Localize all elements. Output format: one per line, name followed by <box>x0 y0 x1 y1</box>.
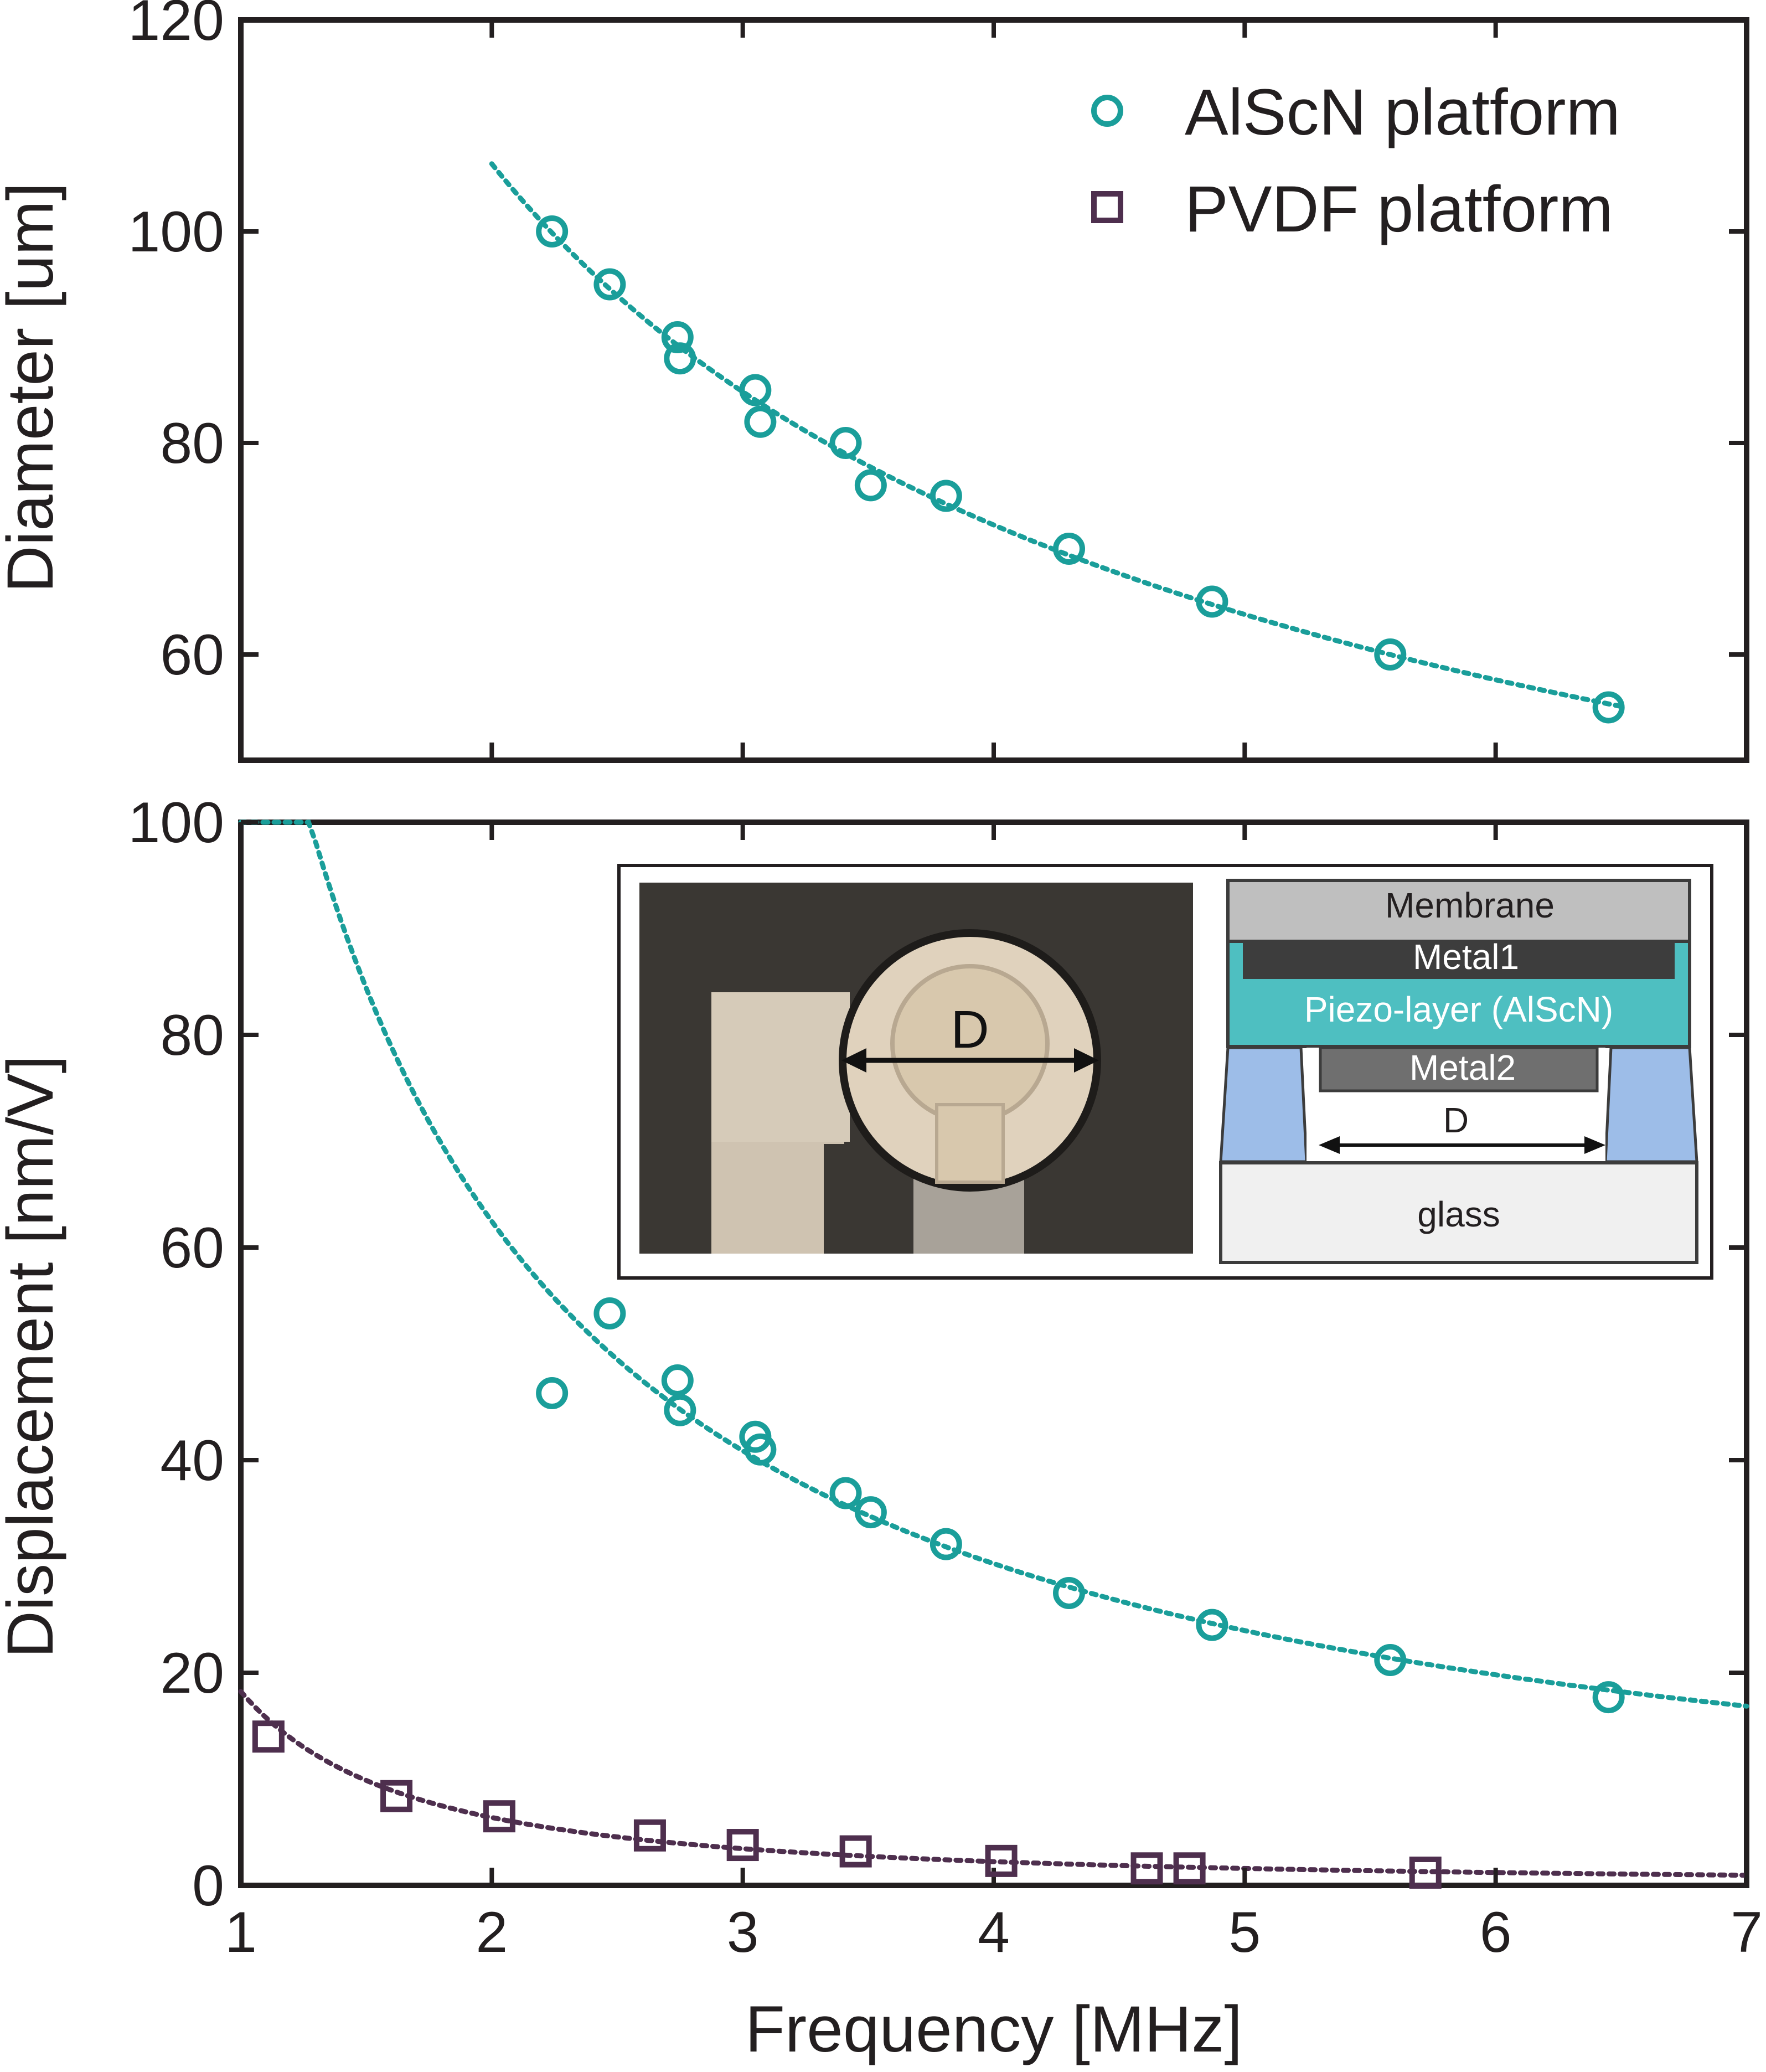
point-alscn-platform <box>664 342 696 375</box>
y-tick-label: 120 <box>128 0 224 53</box>
micrograph-electrode-neck <box>935 1103 1005 1184</box>
point-pvdf-platform <box>1409 1856 1442 1889</box>
layer-glass <box>1219 1161 1698 1264</box>
layer-membrane-label: Membrane <box>1385 885 1555 925</box>
layer-metal1 <box>1243 941 1675 979</box>
point-alscn-platform <box>739 374 772 406</box>
legend-label-alscn: AlScN platform <box>1185 76 1620 149</box>
legend-marker-pvdf <box>1091 191 1123 223</box>
x-tick-label: 1 <box>225 1900 257 1965</box>
micrograph-electrode-top <box>711 992 850 1142</box>
y-tick-label: 60 <box>160 1216 224 1280</box>
x-tick-label: 3 <box>727 1900 759 1965</box>
point-pvdf-platform <box>1130 1852 1163 1885</box>
micrograph-diameter-label: D <box>951 1000 989 1059</box>
cavity-diameter-label: D <box>1443 1100 1469 1140</box>
fit-line-alscn-platform <box>238 819 1749 1709</box>
x-tick-label: 2 <box>476 1900 508 1965</box>
y-tick-label: 60 <box>160 623 224 687</box>
point-alscn-platform <box>593 268 626 301</box>
cavity-arrowhead-right <box>1584 1136 1605 1154</box>
top-tick-labels: 60 80 100 120 <box>128 0 224 687</box>
micrograph-arrowhead-left <box>841 1048 866 1073</box>
x-tick-label: 6 <box>1480 1900 1512 1965</box>
point-alscn-platform <box>1196 585 1228 618</box>
point-pvdf-platform <box>1173 1852 1206 1885</box>
point-alscn-platform <box>854 469 887 502</box>
y-tick-label: 20 <box>160 1641 224 1705</box>
layer-glass-label: glass <box>1417 1194 1500 1234</box>
point-alscn-platform <box>1374 638 1407 671</box>
x-tick-label: 7 <box>1731 1900 1763 1965</box>
point-pvdf-platform <box>839 1835 872 1868</box>
point-alscn-platform <box>1592 1681 1625 1714</box>
point-alscn-platform <box>829 1477 862 1509</box>
bottom-y-axis-title: Displacement [nm/V] <box>0 1055 67 1658</box>
point-alscn-platform <box>744 405 777 438</box>
point-alscn-platform <box>1374 1643 1407 1676</box>
legend-marker-alscn <box>1091 95 1123 127</box>
point-alscn-platform <box>829 427 862 459</box>
cavity-arrowhead-left <box>1319 1136 1340 1154</box>
inset-micrograph: D <box>639 883 1193 1254</box>
point-alscn-platform <box>1196 1609 1228 1641</box>
layer-metal2-label: Metal2 <box>1409 1048 1516 1087</box>
micrograph-electrode-gap <box>824 1144 863 1254</box>
point-alscn-platform <box>930 1528 962 1560</box>
x-axis-title: Frequency [MHz] <box>745 1993 1242 2066</box>
layer-membrane <box>1226 879 1691 943</box>
layer-metal1-label: Metal1 <box>1413 937 1519 977</box>
point-alscn-platform <box>664 1394 696 1426</box>
legend-label-pvdf: PVDF platform <box>1185 173 1613 246</box>
layer-metal2 <box>1319 1046 1599 1092</box>
point-pvdf-platform <box>726 1829 759 1862</box>
inset-figure: D Membrane Metal1 Piezo-layer (AlScN) Me… <box>617 864 1713 1280</box>
point-pvdf-platform <box>380 1780 413 1812</box>
point-alscn-platform <box>536 1377 569 1410</box>
point-alscn-platform <box>854 1496 887 1529</box>
fit-line-pvdf-platform <box>238 1689 1749 1878</box>
y-tick-label: 100 <box>128 791 224 855</box>
point-pvdf-platform <box>633 1819 666 1852</box>
x-tick-label: 4 <box>978 1900 1010 1965</box>
bottom-marks <box>252 1297 1625 1889</box>
top-panel-diameter: 60 80 100 120 Diameter [um] AlScN platform … <box>0 0 1749 763</box>
point-pvdf-platform <box>483 1800 515 1833</box>
point-alscn-platform <box>593 1297 626 1330</box>
point-alscn-platform <box>536 215 569 248</box>
top-ticks <box>239 18 1749 760</box>
y-tick-label: 100 <box>128 200 224 264</box>
top-y-axis-title: Diameter [um] <box>0 183 67 593</box>
inset-cross-section: Membrane Metal1 Piezo-layer (AlScN) Meta… <box>1219 879 1698 1264</box>
point-alscn-platform <box>1592 691 1625 724</box>
point-alscn-platform <box>744 1433 777 1466</box>
point-pvdf-platform <box>252 1720 285 1753</box>
bottom-fit-layer <box>238 819 1749 1878</box>
bottom-tick-labels: 1 2 3 4 5 6 7 0 20 40 60 80 100 <box>128 791 1762 1965</box>
spacer-left <box>1219 1046 1308 1163</box>
point-alscn-platform <box>930 480 962 512</box>
bottom-ticks <box>239 820 1749 1888</box>
point-alscn-platform <box>1053 1577 1085 1609</box>
point-alscn-platform <box>661 321 694 353</box>
point-pvdf-platform <box>985 1844 1018 1877</box>
micrograph-arrowhead-right <box>1074 1048 1099 1073</box>
legend: AlScN platform PVDF platform <box>1091 76 1620 246</box>
y-tick-label: 40 <box>160 1429 224 1493</box>
y-tick-label: 0 <box>192 1854 224 1918</box>
layer-piezo-label: Piezo-layer (AlScN) <box>1304 989 1613 1029</box>
spacer-right <box>1604 1046 1698 1163</box>
point-alscn-platform <box>1053 533 1085 565</box>
top-marks <box>536 215 1625 724</box>
y-tick-label: 80 <box>160 1003 224 1068</box>
point-alscn-platform <box>661 1364 694 1396</box>
y-tick-label: 80 <box>160 411 224 476</box>
x-tick-label: 5 <box>1228 1900 1261 1965</box>
